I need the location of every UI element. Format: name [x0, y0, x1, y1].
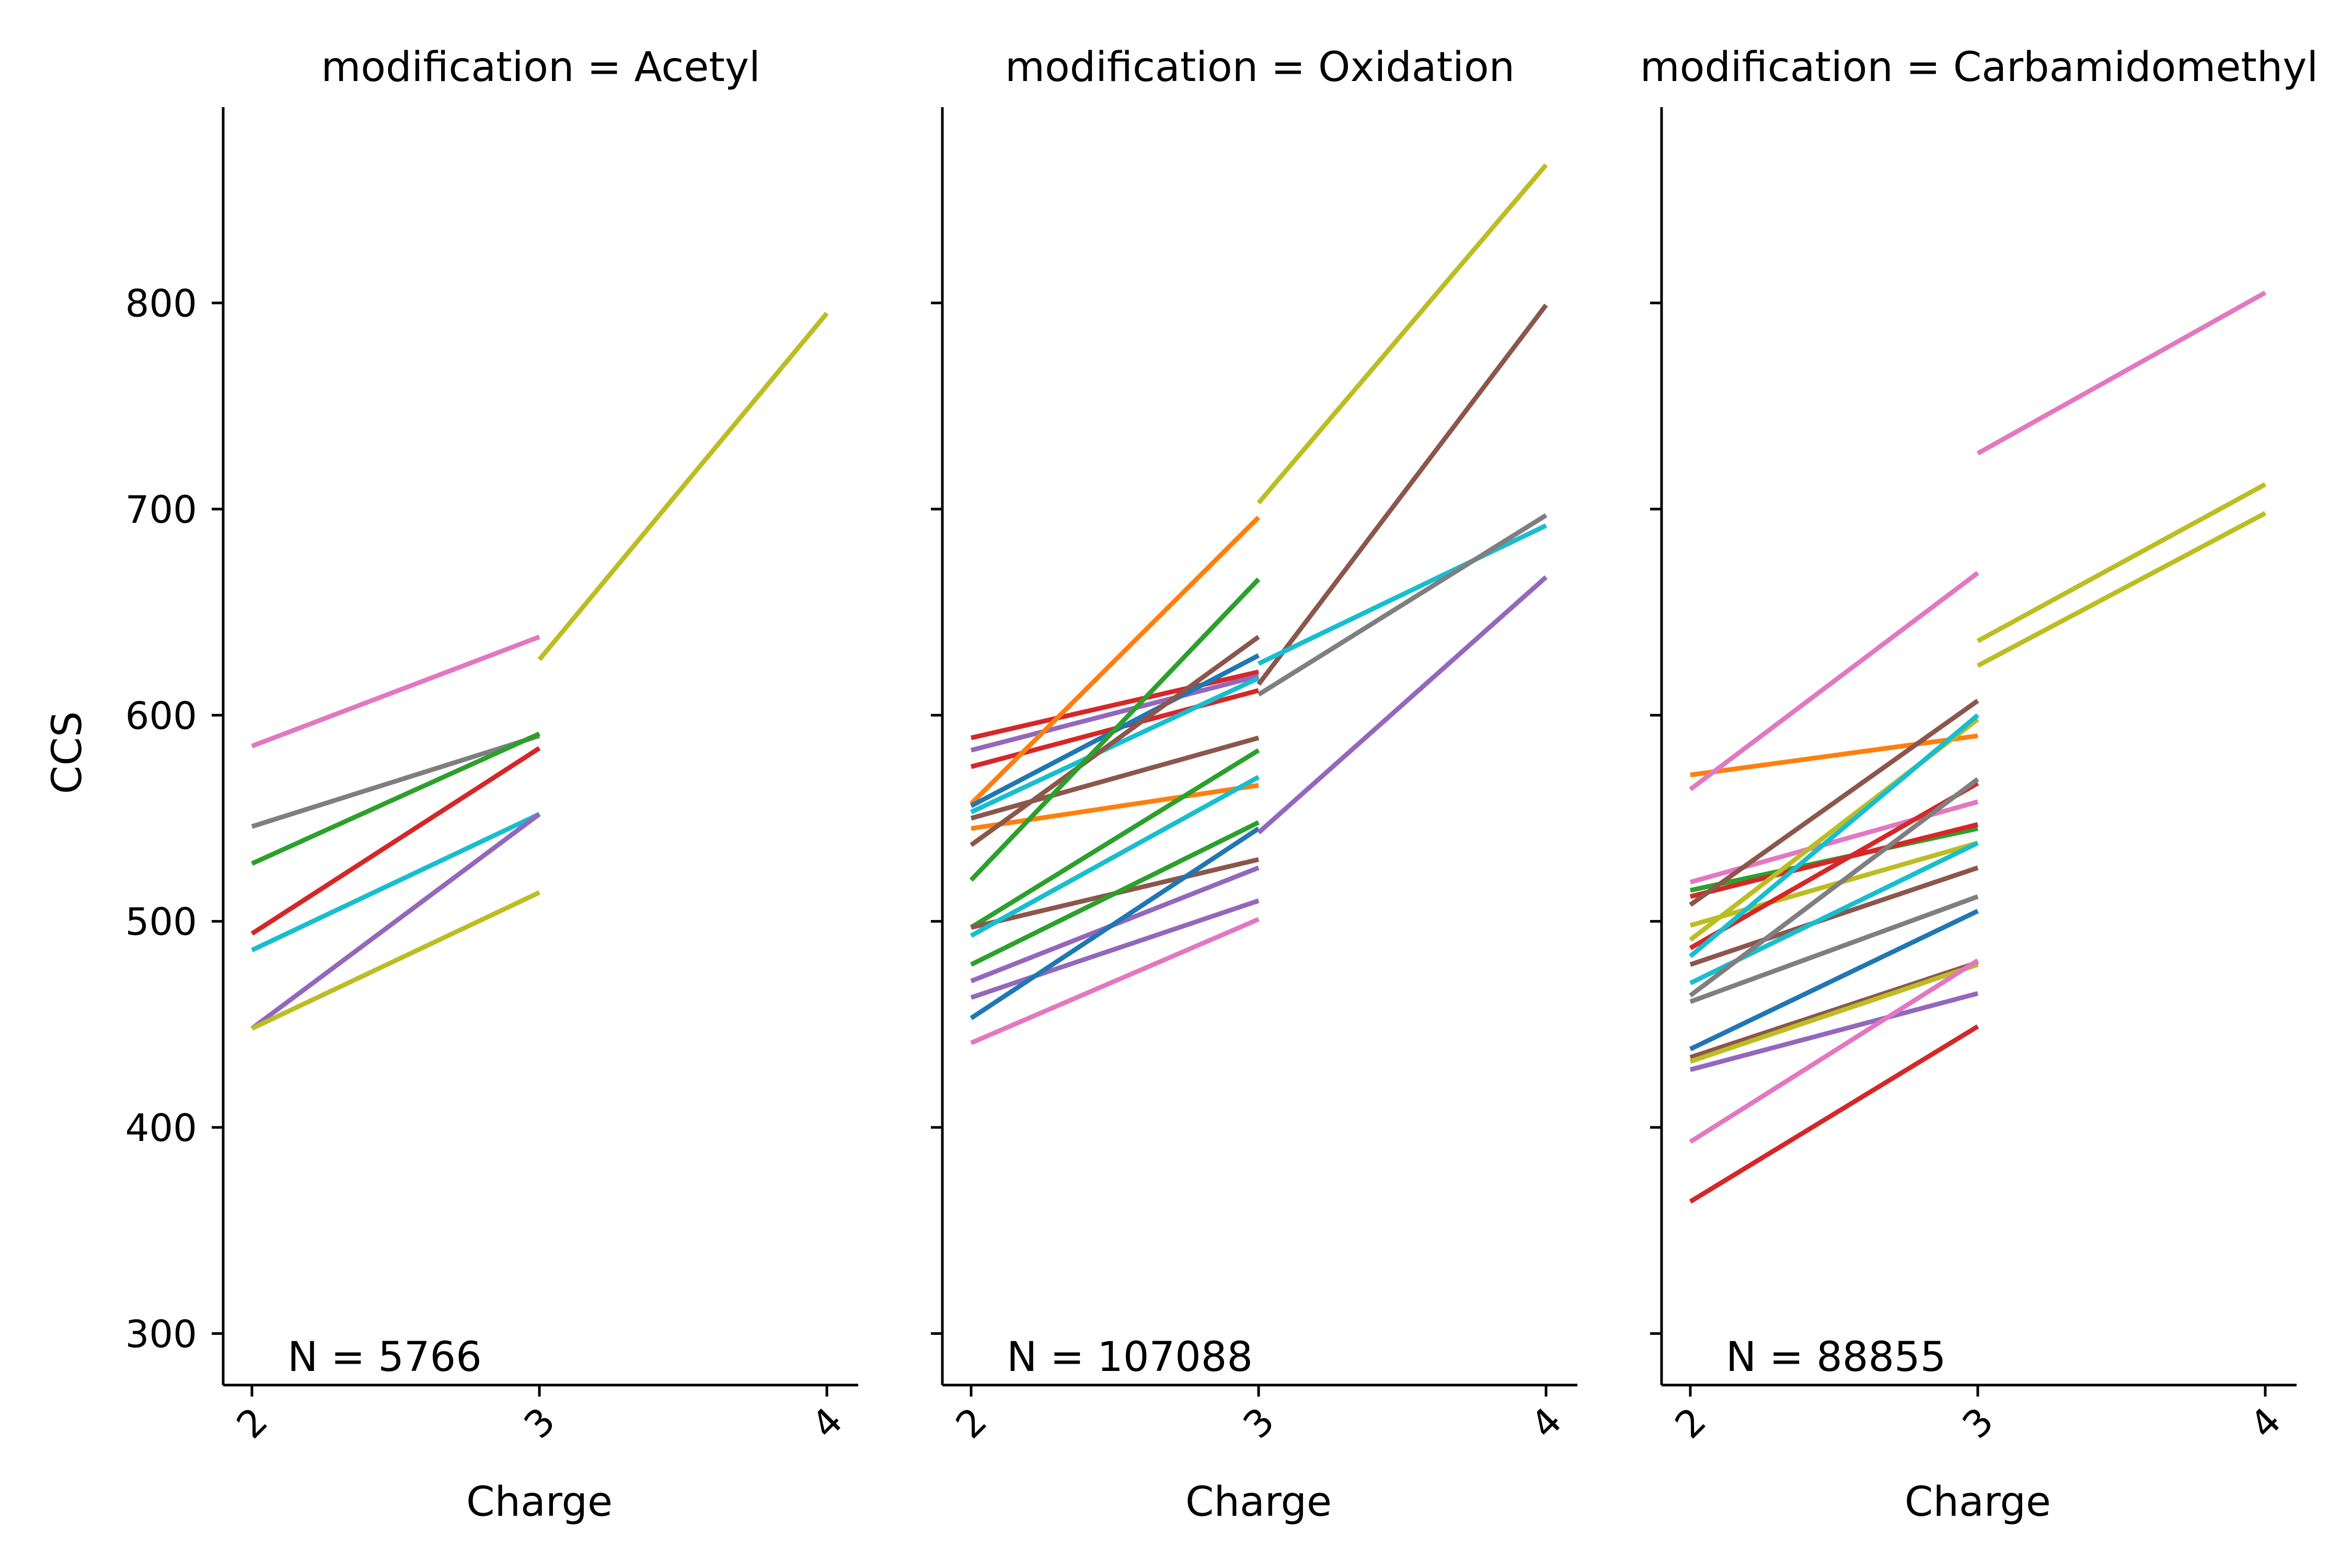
series-line — [1256, 163, 1548, 505]
series-line — [1689, 781, 1979, 950]
series-line — [251, 733, 540, 829]
y-tick-label: 300 — [125, 1312, 197, 1356]
series-line — [970, 635, 1260, 847]
series-line — [970, 820, 1260, 967]
series-line — [1258, 523, 1547, 666]
panel-title: modification = Acetyl — [321, 44, 760, 91]
series-line — [971, 782, 1259, 831]
series-line — [970, 748, 1260, 930]
series-line — [1689, 571, 1979, 791]
x-axis-label: Charge — [1905, 1479, 2051, 1526]
series-line — [1689, 1024, 1979, 1204]
series-line — [1689, 699, 1979, 907]
series-line — [251, 812, 540, 952]
series-line — [1976, 511, 2267, 668]
y-tick-label: 500 — [125, 900, 197, 944]
y-tick-label: 800 — [125, 282, 197, 326]
series-line — [1689, 822, 1979, 899]
series-line — [969, 515, 1261, 806]
x-axis-label: Charge — [1185, 1479, 1332, 1526]
series-line — [1689, 962, 1979, 1064]
series-line — [1689, 908, 1979, 1052]
x-axis-label: Charge — [466, 1479, 613, 1526]
series-line — [1689, 991, 1979, 1072]
y-tick-label: 600 — [125, 694, 197, 737]
series-line — [1689, 777, 1979, 998]
series-line — [970, 735, 1260, 821]
series-line — [537, 312, 829, 661]
series-line — [1689, 958, 1979, 1144]
series-line — [1976, 290, 2267, 456]
series-line — [1689, 713, 1979, 959]
series-line — [1689, 840, 1979, 928]
y-tick-label: 400 — [125, 1106, 197, 1150]
y-axis-label: CCS — [44, 711, 91, 794]
series-line — [250, 812, 541, 1031]
series-line — [1257, 513, 1548, 697]
panel-title: modification = Oxidation — [1005, 44, 1515, 91]
series-line — [970, 676, 1260, 814]
sample-count-annotation: N = 88855 — [1726, 1334, 1946, 1381]
sample-count-annotation: N = 107088 — [1007, 1334, 1253, 1381]
series-line — [1257, 575, 1548, 835]
series-line — [970, 917, 1260, 1045]
series-line — [970, 826, 1260, 1020]
series-line — [970, 674, 1260, 753]
series-line — [970, 898, 1260, 1000]
series-line — [1976, 482, 2267, 643]
series-line — [250, 746, 541, 936]
series-line — [1689, 865, 1979, 967]
series-line — [970, 775, 1260, 938]
panel-title: modification = Carbamidomethyl — [1640, 44, 2318, 91]
series-line — [251, 731, 540, 866]
series-line — [969, 577, 1261, 882]
series-line — [1690, 733, 1978, 778]
series-line — [251, 635, 540, 748]
sample-count-annotation: N = 5766 — [287, 1334, 482, 1381]
series-line — [1689, 894, 1979, 1004]
y-tick-label: 700 — [125, 488, 197, 532]
series-line — [1256, 303, 1548, 686]
series-line — [251, 890, 540, 1031]
